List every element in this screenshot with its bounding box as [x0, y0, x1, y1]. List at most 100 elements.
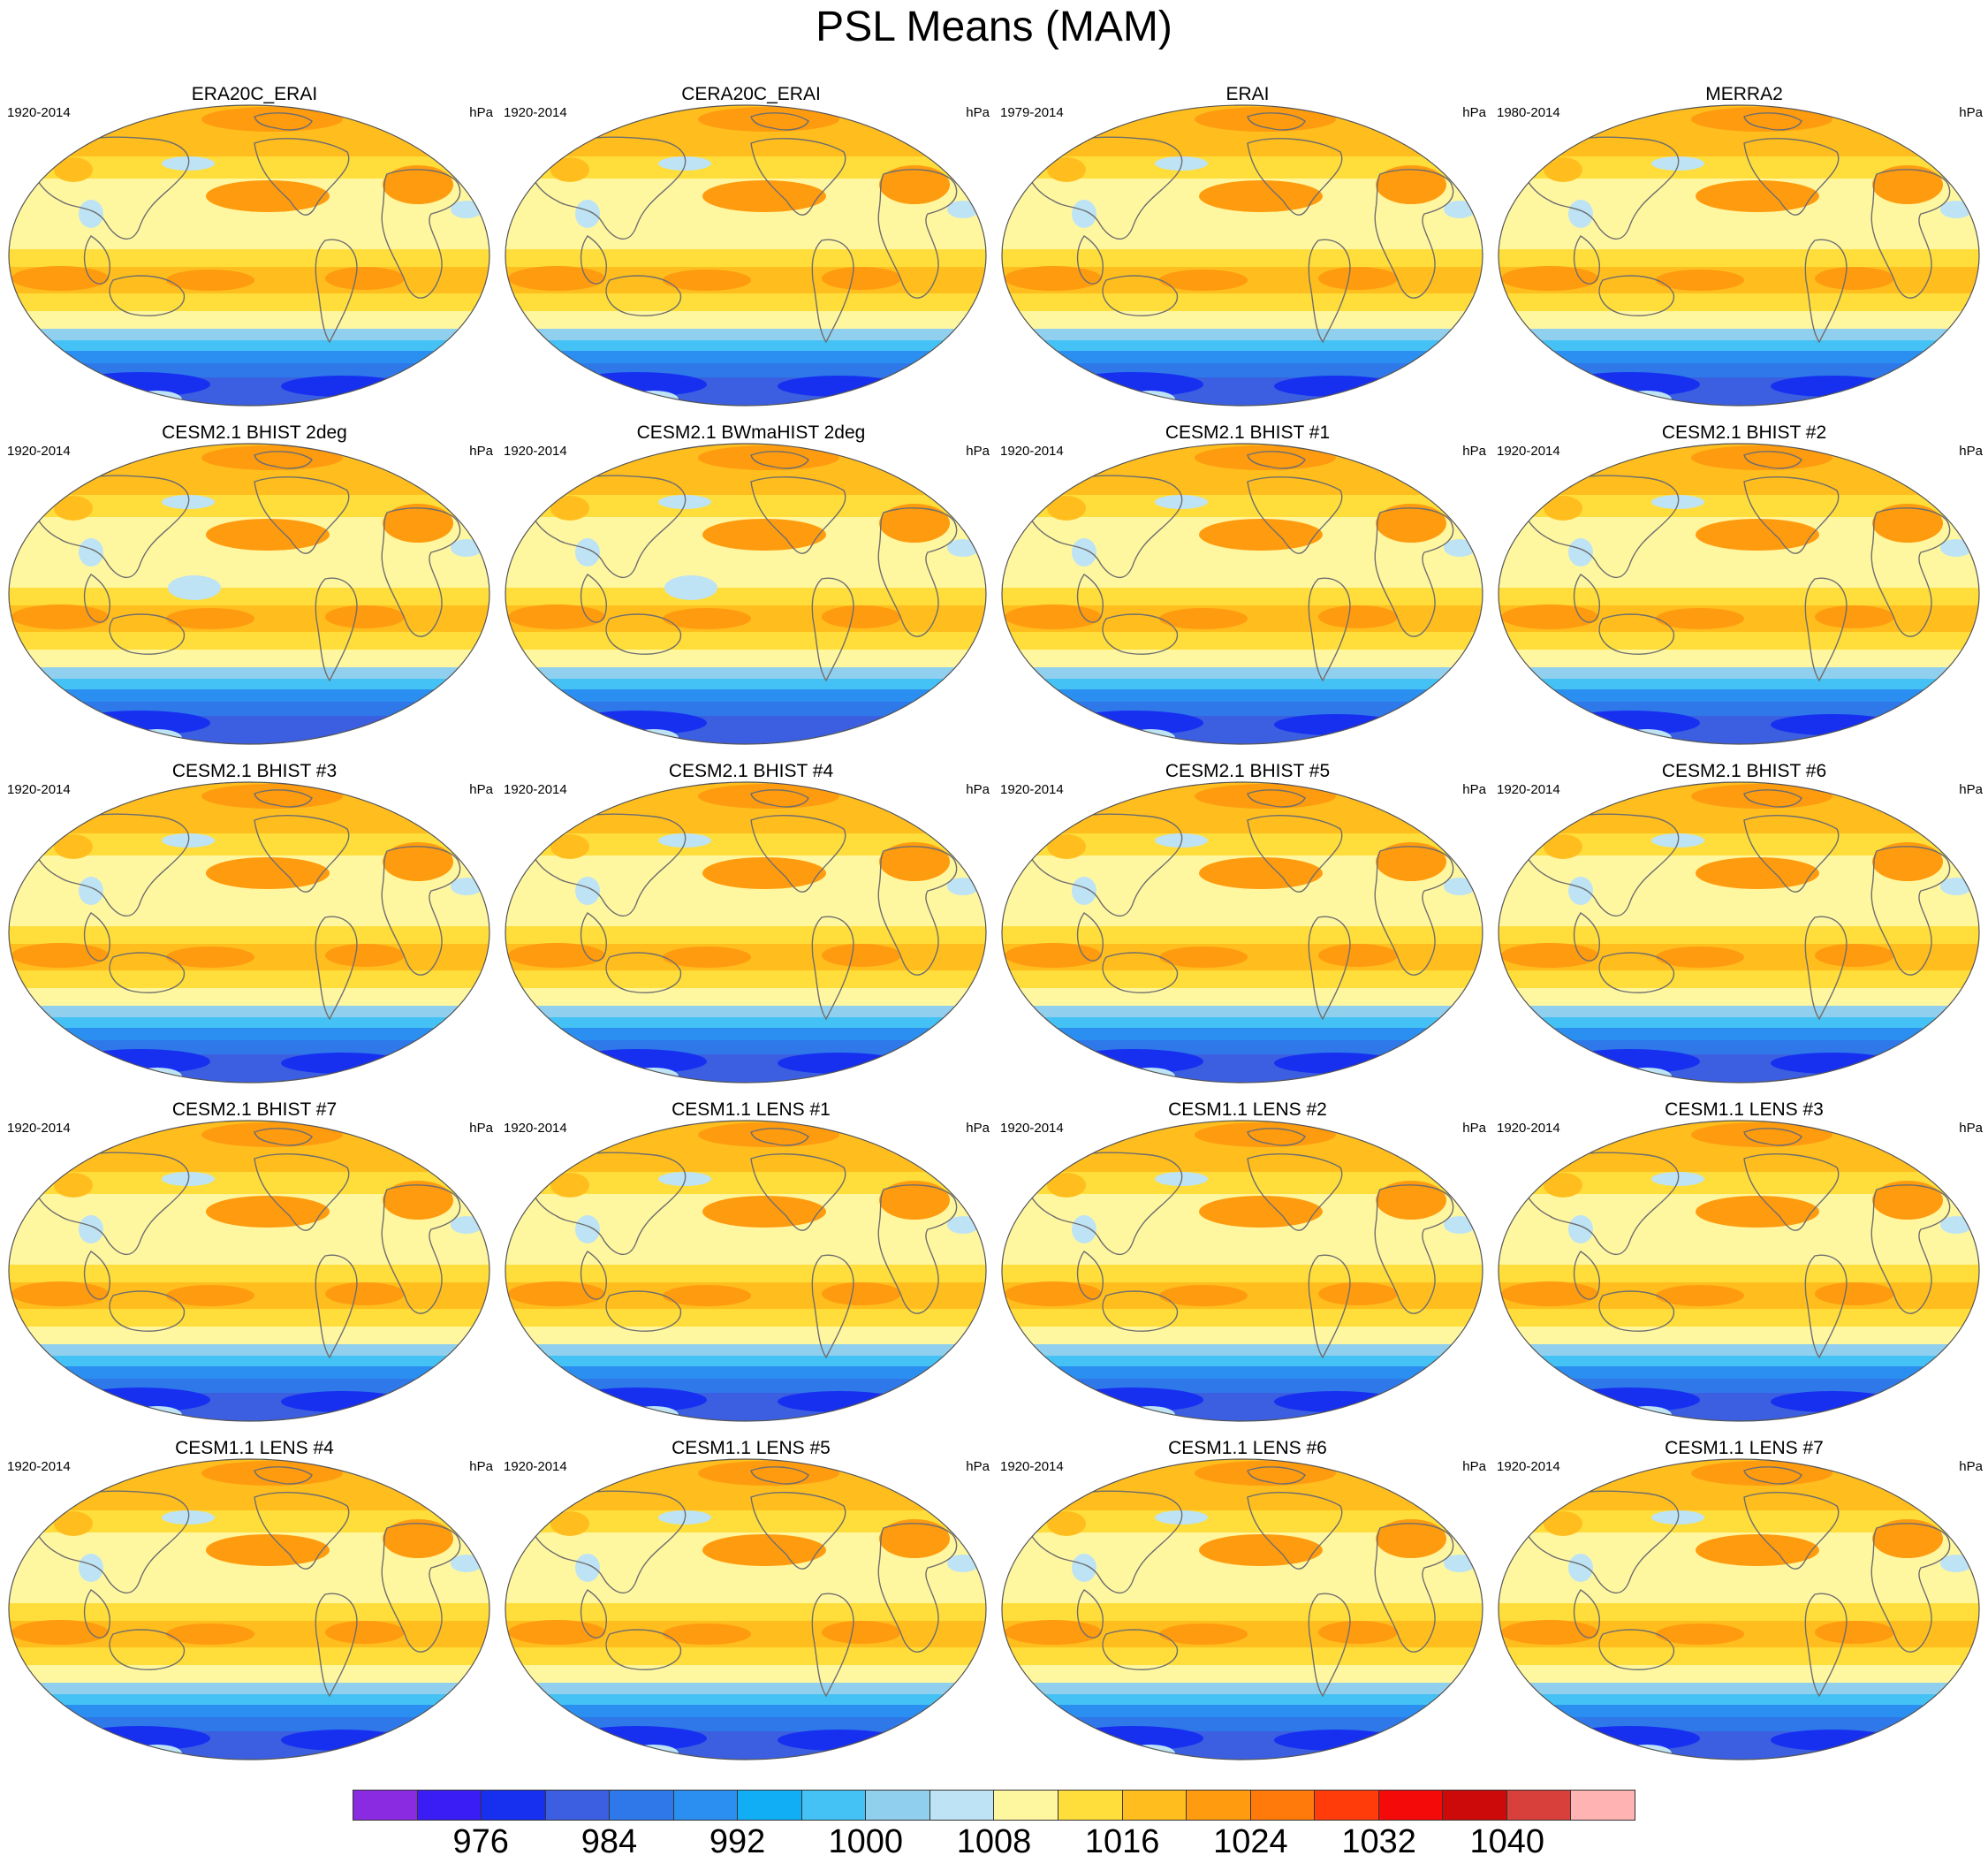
map-panel: ERAI 1979-2014 hPa: [1000, 84, 1495, 411]
world-map: [8, 1458, 490, 1760]
panel-period: 1920-2014: [7, 782, 71, 797]
panel-period: 1980-2014: [1497, 105, 1560, 120]
panel-period: 1920-2014: [1497, 1121, 1560, 1136]
world-map: [8, 104, 490, 407]
panel-title: CESM1.1 LENS #7: [1665, 1438, 1824, 1458]
world-map: [1001, 781, 1483, 1084]
map-panel: CESM2.1 BHIST #5 1920-2014 hPa: [1000, 761, 1495, 1088]
panel-period: 1920-2014: [7, 1121, 71, 1136]
panel-units: hPa: [966, 1121, 990, 1136]
panel-title: CESM2.1 BHIST #7: [171, 1099, 338, 1120]
colorbar-swatch: [1571, 1791, 1635, 1820]
panel-title: ERAI: [1225, 84, 1270, 104]
panel-period: 1920-2014: [1497, 444, 1560, 459]
colorbar-tick-label: 1000: [828, 1823, 904, 1860]
panel-units: hPa: [966, 105, 990, 120]
colorbar-swatch: [1315, 1791, 1379, 1820]
map-panel: CERA20C_ERAI 1920-2014 hPa: [504, 84, 998, 411]
map-panel: CESM2.1 BHIST #7 1920-2014 hPa: [7, 1099, 502, 1426]
panel-title: CESM1.1 LENS #2: [1168, 1099, 1327, 1120]
colorbar-swatch: [417, 1791, 482, 1820]
panel-period: 1920-2014: [7, 444, 71, 459]
panel-units: hPa: [1959, 1459, 1983, 1474]
panel-units: hPa: [1462, 782, 1486, 797]
colorbar-tick-label: 1032: [1341, 1823, 1416, 1860]
colorbar-tick-label: 1016: [1084, 1823, 1160, 1860]
panel-period: 1920-2014: [1000, 1459, 1064, 1474]
colorbar-swatch: [353, 1791, 418, 1820]
map-panel: CESM1.1 LENS #2 1920-2014 hPa: [1000, 1099, 1495, 1426]
panel-units: hPa: [1462, 444, 1486, 459]
panel-title: CESM2.1 BHIST #5: [1165, 761, 1331, 781]
map-panel: CESM1.1 LENS #5 1920-2014 hPa: [504, 1438, 998, 1765]
panel-title: CESM1.1 LENS #4: [175, 1438, 334, 1458]
panel-title: MERRA2: [1705, 84, 1783, 104]
world-map: [505, 1120, 987, 1422]
colorbar-tick-label: 976: [452, 1823, 509, 1860]
panel-units: hPa: [469, 1459, 493, 1474]
colorbar-swatch: [1378, 1791, 1444, 1820]
colorbar-swatch: [801, 1791, 867, 1820]
colorbar-swatch: [1122, 1791, 1187, 1820]
world-map: [1001, 104, 1483, 407]
panel-period: 1920-2014: [1000, 782, 1064, 797]
panel-period: 1920-2014: [1000, 444, 1064, 459]
colorbar-swatch: [1443, 1791, 1507, 1820]
panel-period: 1920-2014: [504, 782, 567, 797]
colorbar-swatch: [1250, 1791, 1316, 1820]
world-map: [1001, 1458, 1483, 1760]
panel-title: CESM1.1 LENS #3: [1665, 1099, 1824, 1120]
panel-title: CESM2.1 BHIST #6: [1661, 761, 1827, 781]
panel-units: hPa: [1462, 1459, 1486, 1474]
map-panel: CESM1.1 LENS #6 1920-2014 hPa: [1000, 1438, 1495, 1765]
panel-units: hPa: [469, 444, 493, 459]
panel-title: CESM2.1 BHIST #1: [1165, 422, 1331, 443]
panel-period: 1920-2014: [504, 444, 567, 459]
panel-period: 1920-2014: [1497, 1459, 1560, 1474]
map-panel: CESM1.1 LENS #1 1920-2014 hPa: [504, 1099, 998, 1426]
psl-field: [1499, 444, 1979, 744]
world-map: [1001, 1120, 1483, 1422]
panel-units: hPa: [469, 105, 493, 120]
world-map: [505, 781, 987, 1084]
panel-units: hPa: [966, 444, 990, 459]
panel-title: CESM1.1 LENS #1: [672, 1099, 831, 1120]
panel-period: 1979-2014: [1000, 105, 1064, 120]
panel-period: 1920-2014: [504, 105, 567, 120]
colorbar-swatch: [673, 1791, 739, 1820]
colorbar-swatch: [1506, 1791, 1572, 1820]
map-panel: CESM1.1 LENS #4 1920-2014 hPa: [7, 1438, 502, 1765]
world-map: [8, 443, 490, 745]
panel-title: CERA20C_ERAI: [681, 84, 821, 104]
panel-title: CESM2.1 BWmaHIST 2deg: [636, 422, 866, 443]
world-map: [1498, 1120, 1980, 1422]
panel-title: CESM2.1 BHIST #2: [1661, 422, 1827, 443]
panel-title: ERA20C_ERAI: [191, 84, 318, 104]
panel-title: CESM2.1 BHIST 2deg: [162, 422, 347, 443]
figure-title: PSL Means (MAM): [816, 4, 1172, 50]
map-panel: CESM2.1 BHIST #2 1920-2014 hPa: [1497, 422, 1988, 749]
panel-period: 1920-2014: [1000, 1121, 1064, 1136]
panel-units: hPa: [1462, 1121, 1486, 1136]
panel-units: hPa: [966, 782, 990, 797]
world-map: [1498, 1458, 1980, 1760]
panel-title: CESM1.1 LENS #6: [1168, 1438, 1327, 1458]
map-panel: CESM2.1 BHIST #3 1920-2014 hPa: [7, 761, 502, 1088]
colorbar-swatch: [738, 1791, 802, 1820]
panel-units: hPa: [469, 782, 493, 797]
world-map: [1498, 104, 1980, 407]
map-panel: MERRA2 1980-2014 hPa: [1497, 84, 1988, 411]
panel-period: 1920-2014: [7, 105, 71, 120]
world-map: [1498, 781, 1980, 1084]
panel-period: 1920-2014: [504, 1121, 567, 1136]
map-panel: CESM2.1 BWmaHIST 2deg 1920-2014 hPa: [504, 422, 998, 749]
colorbar-tick-label: 992: [709, 1823, 766, 1860]
panel-units: hPa: [1959, 782, 1983, 797]
panel-period: 1920-2014: [7, 1459, 71, 1474]
panel-units: hPa: [966, 1459, 990, 1474]
map-panel: CESM1.1 LENS #7 1920-2014 hPa: [1497, 1438, 1988, 1765]
world-map: [505, 1458, 987, 1760]
colorbar-tick-label: 1024: [1213, 1823, 1288, 1860]
colorbar-swatch: [545, 1791, 611, 1820]
panel-title: CESM2.1 BHIST #4: [668, 761, 834, 781]
